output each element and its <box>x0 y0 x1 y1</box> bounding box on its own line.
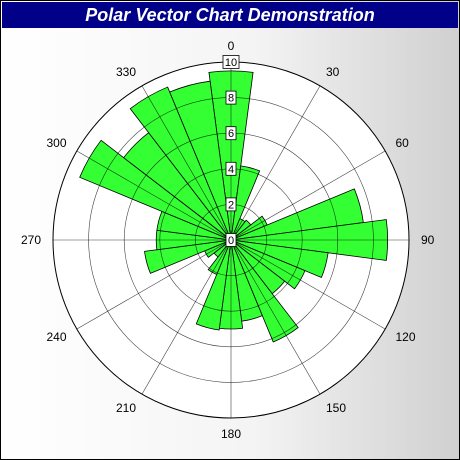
chart-title: Polar Vector Chart Demonstration <box>85 4 375 25</box>
angle-label-210: 210 <box>116 401 136 415</box>
radial-tick-box-6 <box>225 126 237 141</box>
radial-tick-box-2 <box>225 197 237 212</box>
radial-tick-box-10 <box>222 55 240 69</box>
sector-105 <box>230 239 329 278</box>
sector-15 <box>230 165 261 241</box>
angle-label-150: 150 <box>326 401 346 415</box>
angle-label-0: 0 <box>228 39 235 53</box>
radial-tick-label-2: 2 <box>228 199 234 211</box>
angle-label-30: 30 <box>326 65 340 79</box>
angle-label-90: 90 <box>421 233 435 247</box>
sector-255 <box>144 239 232 274</box>
radial-tick-box-8 <box>225 90 237 105</box>
radial-tick-label-6: 6 <box>228 128 234 140</box>
spoke-240 <box>76 239 232 330</box>
radial-tick-box-0 <box>225 233 237 247</box>
radial-tick-label-4: 4 <box>228 164 234 176</box>
radial-tick-label-10: 10 <box>225 57 237 69</box>
labels-group: 0 2 4 6 8 10 0 30 60 90 120 150 180 210 240 270 300 330 <box>21 39 435 441</box>
spoke-210 <box>141 239 232 395</box>
radial-tick-box-4 <box>225 161 237 176</box>
spoke-30 <box>230 85 321 241</box>
spoke-60 <box>230 150 386 241</box>
angle-label-330: 330 <box>116 65 136 79</box>
angle-label-180: 180 <box>221 427 241 441</box>
spoke-120 <box>230 239 386 330</box>
angle-label-240: 240 <box>46 330 66 344</box>
angle-label-120: 120 <box>396 330 416 344</box>
spoke-150 <box>230 239 321 395</box>
radial-tick-label-0: 0 <box>228 235 234 247</box>
angle-label-60: 60 <box>396 136 410 150</box>
spoke-330 <box>141 85 232 241</box>
radial-tick-label-8: 8 <box>228 93 234 105</box>
sector-195 <box>195 239 232 331</box>
spoke-300 <box>76 150 232 241</box>
sector-345 <box>169 80 232 241</box>
angle-label-300: 300 <box>46 136 66 150</box>
angle-label-270: 270 <box>21 233 41 247</box>
title-bar: Polar Vector Chart Demonstration <box>2 2 458 28</box>
